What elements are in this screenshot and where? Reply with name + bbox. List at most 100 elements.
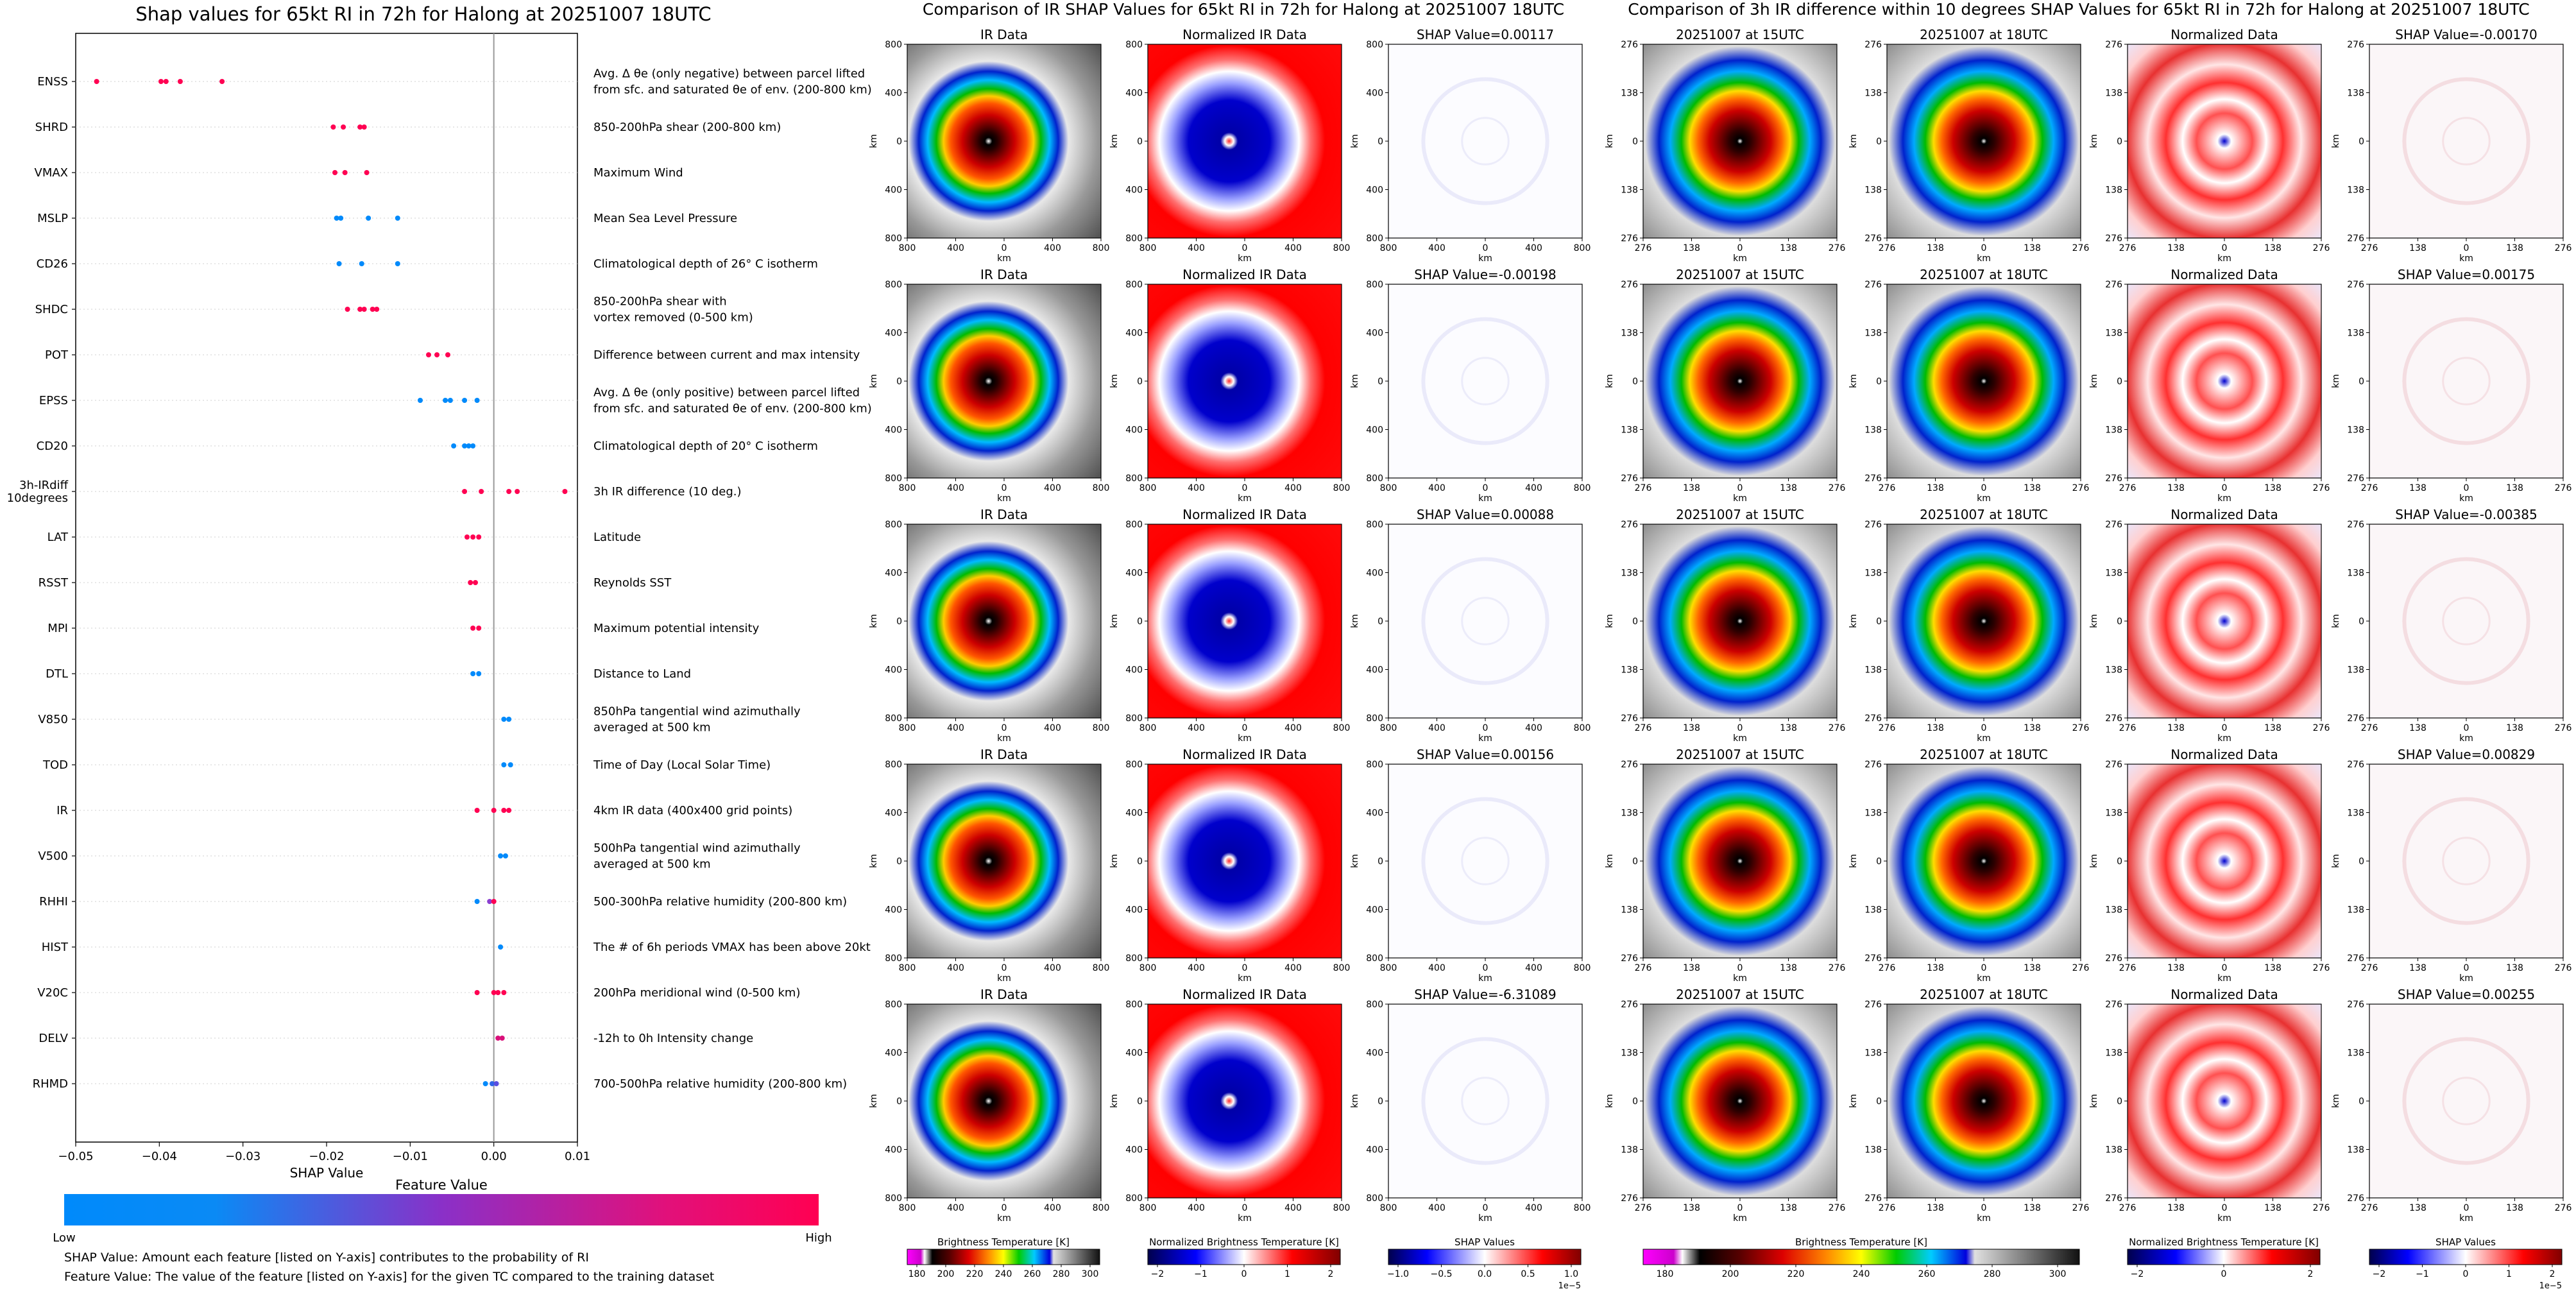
x-tick-label: 138 (1683, 483, 1700, 493)
x-tick-label: 276 (1879, 483, 1896, 493)
colorbar-label: Normalized Brightness Temperature [K] (2129, 1236, 2319, 1248)
y-axis-label: km (2089, 1094, 2099, 1108)
feature-value-colorbar (64, 1194, 819, 1225)
colorbar-tick-label: −1 (2416, 1269, 2429, 1279)
y-axis-label: km (869, 134, 879, 148)
x-axis-label: km (1977, 973, 1991, 984)
y-axis-label: km (1109, 134, 1120, 148)
image-area (1887, 44, 2081, 238)
shap-point (462, 489, 468, 494)
x-tick-label: 138 (2264, 483, 2282, 493)
feature-description: 3h IR difference (10 deg.) (593, 485, 742, 499)
x-axis-label: km (2459, 1213, 2473, 1224)
y-tick-label: 0 (2117, 857, 2122, 867)
x-tick-label: 0 (1737, 1203, 1743, 1213)
shap-point (451, 443, 457, 448)
y-tick-label: 0 (1876, 617, 1882, 627)
x-tick-label: 276 (2072, 1203, 2090, 1213)
image-area (1643, 44, 1837, 238)
colorbar-tick-label: 0 (1241, 1269, 1247, 1279)
x-tick-label: 400 (1284, 963, 1302, 973)
y-tick-label: 138 (1621, 425, 1638, 436)
image-title: SHAP Value=0.00175 (2398, 267, 2535, 282)
y-tick-label: 0 (2358, 1097, 2364, 1107)
shap-point (498, 853, 504, 858)
shap-point (158, 79, 164, 84)
x-tick-label: 400 (1525, 963, 1542, 973)
image-area (907, 764, 1101, 958)
y-tick-label: 400 (1125, 425, 1143, 436)
colorbar-tick-label: 1 (2506, 1269, 2512, 1279)
shap-point (472, 580, 478, 585)
colorbar-tick-label: 180 (1657, 1269, 1674, 1279)
image-title: 20251007 at 18UTC (1920, 987, 2048, 1002)
x-tick-label: 138 (2264, 723, 2282, 733)
faint-structure (1461, 117, 1510, 166)
colorbar-tick-label: 1 (1284, 1269, 1290, 1279)
y-tick-label: 800 (885, 520, 902, 530)
colorbar-tick-label: 1.0 (1564, 1269, 1578, 1279)
feature-name: POT (45, 348, 69, 362)
shap-point (495, 1036, 501, 1041)
x-tick-label: 800 (899, 483, 916, 493)
colorbar-tick-label: −1 (1194, 1269, 1207, 1279)
x-tick-label: 138 (2409, 243, 2427, 253)
feature-description: -12h to 0h Intensity change (593, 1032, 753, 1045)
x-axis-label: km (2459, 253, 2473, 264)
x-axis-label: km (1478, 253, 1492, 264)
x-tick-label: 400 (1428, 243, 1446, 253)
faint-structure (1421, 1037, 1549, 1165)
y-axis-label: km (2089, 134, 2099, 148)
y-tick-label: 138 (2347, 665, 2364, 676)
x-tick-label: 276 (2119, 723, 2137, 733)
feature-description: 500-300hPa relative humidity (200-800 km… (593, 895, 847, 909)
shap-point (491, 990, 497, 995)
feature-description: 850-200hPa shear (200-800 km) (593, 121, 781, 134)
x-axis-label: km (997, 973, 1011, 984)
y-tick-label: 138 (2347, 1048, 2364, 1059)
x-tick-label: −0.01 (393, 1150, 428, 1163)
feature-description: Distance to Land (593, 667, 691, 681)
colorbar-tick-label: −0.5 (1431, 1269, 1453, 1279)
x-tick-label: −0.03 (225, 1150, 260, 1163)
y-axis-label: km (1848, 134, 1859, 148)
feature-name: V20C (37, 986, 68, 1000)
x-tick-label: 0 (1242, 963, 1248, 973)
image-area (1148, 44, 1342, 238)
y-tick-label: 276 (2347, 953, 2364, 964)
y-tick-label: 276 (1621, 520, 1638, 530)
y-tick-label: 138 (1621, 1145, 1638, 1156)
x-tick-label: 800 (1574, 483, 1591, 493)
y-tick-label: 0 (1137, 377, 1143, 387)
x-tick-label: 800 (1574, 243, 1591, 253)
colorbar-tick-label: 220 (1787, 1269, 1805, 1279)
x-tick-label: 800 (1574, 963, 1591, 973)
y-tick-label: 276 (2347, 40, 2364, 50)
feature-name: VMAX (35, 166, 69, 180)
x-tick-label: 138 (2409, 723, 2427, 733)
x-tick-label: 800 (1380, 243, 1397, 253)
x-axis-label: km (1733, 253, 1747, 264)
shap-point (501, 762, 507, 767)
x-tick-label: 276 (2555, 483, 2572, 493)
shap-point (508, 762, 513, 767)
colorbar-label: SHAP Values (1454, 1236, 1515, 1248)
y-axis-label: km (2089, 374, 2099, 388)
faint-structure (1421, 557, 1549, 685)
feature-name: HIST (42, 941, 69, 954)
colorbar (2369, 1249, 2563, 1265)
feature-value-note: Feature Value: The value of the feature … (64, 1270, 715, 1284)
colorbar-tick-label: 0 (2221, 1269, 2227, 1279)
x-tick-label: 138 (2024, 243, 2041, 253)
x-tick-label: 0 (1242, 243, 1248, 253)
image-area (2128, 284, 2321, 478)
y-axis-label: km (1605, 614, 1615, 628)
image-title: SHAP Value=0.00829 (2398, 747, 2535, 762)
x-tick-label: 138 (1927, 723, 1944, 733)
image-colorbars: Brightness Temperature [K]180 200 220 240 26… (907, 1236, 2563, 1289)
y-tick-label: 276 (2347, 520, 2364, 530)
y-tick-label: 0 (1632, 137, 1638, 147)
y-axis-label: km (2331, 1094, 2341, 1108)
colorbar-exponent: 1e−5 (2539, 1281, 2562, 1289)
y-tick-label: 400 (885, 665, 902, 676)
